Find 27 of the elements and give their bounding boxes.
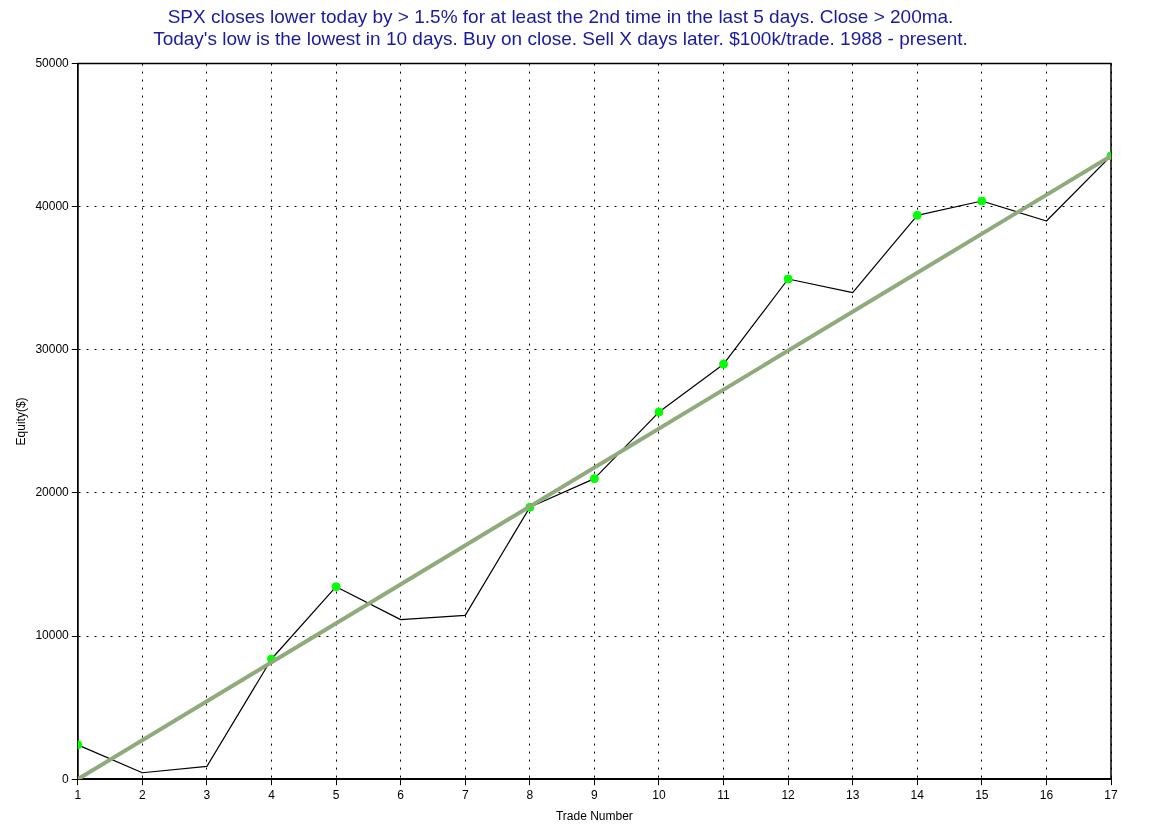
y-tick-label: 20000 — [35, 485, 70, 500]
x-tick-label: 5 — [332, 787, 340, 802]
chart-subtitle: Today's low is the lowest in 10 days. Buy on close. Sell X days later. $100k/trade. 1988 - present. — [153, 28, 968, 50]
y-tick-label: 40000 — [35, 199, 70, 214]
y-axis-title: Equity($) — [13, 397, 28, 446]
x-tick-label: 17 — [1104, 787, 1118, 802]
x-tick-label: 16 — [1039, 787, 1054, 802]
x-tick-label: 10 — [652, 787, 666, 802]
x-axis-title: Trade Number — [555, 809, 633, 824]
x-tick-label: 12 — [781, 787, 796, 802]
y-tick-label: 30000 — [35, 342, 70, 357]
x-tick-label: 8 — [526, 787, 534, 802]
y-tick-label: 50000 — [35, 55, 70, 70]
x-tick-label: 13 — [846, 787, 860, 802]
x-tick-label: 6 — [397, 787, 405, 802]
x-tick-label: 1 — [74, 787, 82, 802]
y-tick-label: 10000 — [35, 628, 70, 643]
x-tick-label: 11 — [717, 787, 731, 802]
x-tick-label: 9 — [591, 787, 599, 802]
x-tick-label: 4 — [268, 787, 276, 802]
x-tick-label: 3 — [203, 787, 211, 802]
x-tick-label: 7 — [461, 787, 469, 802]
y-tick-label: 0 — [62, 771, 70, 786]
x-tick-label: 14 — [910, 787, 925, 802]
chart-title: SPX closes lower today by > 1.5% for at least the 2nd time in the last 5 days. Close > 200ma. — [167, 5, 954, 27]
x-tick-label: 15 — [975, 787, 989, 802]
x-tick-label: 2 — [139, 787, 146, 802]
